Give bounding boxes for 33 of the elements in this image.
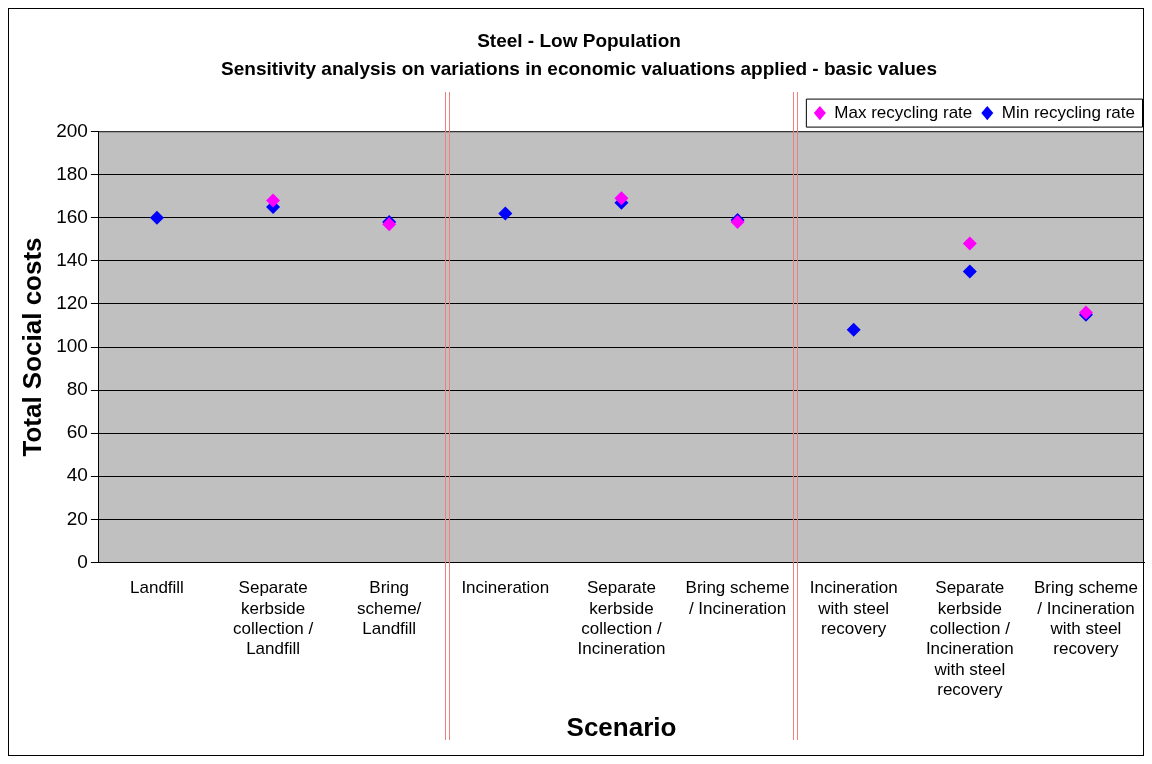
point: [498, 206, 513, 221]
x-tick-label: Separate kerbside collection / Landfill: [232, 578, 314, 659]
y-tick-label: 60: [66, 421, 88, 443]
point: [962, 236, 977, 251]
chart-subtitle: Sensitivity analysis on variations in economic valuations applied - basic values: [221, 58, 937, 80]
x-axis-title: Scenario: [566, 711, 677, 742]
x-tick-label: Bring scheme/ Landfill: [357, 578, 422, 639]
y-tick-label: 180: [56, 162, 88, 184]
y-tick-label: 200: [56, 119, 88, 141]
x-tick-label: Separate kerbside collection / Incineration: [577, 578, 666, 659]
y-tick-label: 120: [56, 292, 88, 314]
x-tick-label: Bring scheme / Incineration with steel recovery: [1033, 578, 1138, 659]
point: [846, 322, 861, 337]
y-tick-label: 80: [66, 378, 88, 400]
y-tick-label: 140: [56, 249, 88, 271]
x-tick-label: Incineration: [461, 578, 550, 598]
x-tick-label: Bring scheme / Incineration: [685, 578, 790, 618]
legend-label: Max recycling rate: [834, 102, 973, 122]
y-tick-label: 20: [66, 507, 88, 529]
point: [149, 210, 164, 225]
x-tick-label: Landfill: [130, 578, 184, 598]
y-tick-label: 0: [77, 550, 88, 572]
legend-label: Min recycling rate: [1001, 102, 1136, 122]
chart-title: Steel - Low Population: [477, 29, 681, 51]
x-tick-label: Incineration with steel recovery: [809, 578, 898, 639]
y-tick-label: 100: [56, 335, 88, 357]
point: [962, 264, 977, 279]
y-tick-label: 160: [56, 205, 88, 227]
x-tick-label: Separate kerbside collection / Incineration with steel recovery: [925, 578, 1014, 700]
y-tick-label: 40: [66, 464, 88, 486]
y-axis-title: Total Social costs: [16, 237, 47, 457]
point: [614, 191, 629, 206]
point: [266, 193, 281, 208]
